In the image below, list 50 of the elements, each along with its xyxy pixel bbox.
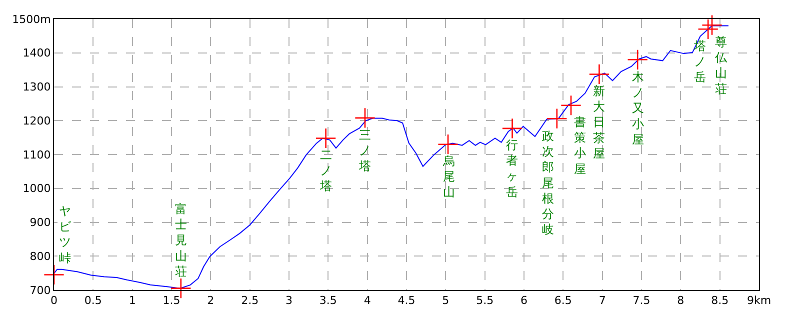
x-tick-label: 8 (677, 294, 684, 308)
point (627, 49, 648, 70)
y-tick-label: 1400 (22, 46, 51, 60)
point (560, 94, 582, 116)
line-series (54, 25, 729, 289)
x-tick-label: 1.5 (162, 294, 180, 308)
x-tick-label: 5 (442, 294, 450, 308)
x-tick-label: 7.5 (632, 294, 650, 308)
y-tick-label: 1300 (22, 80, 51, 94)
annotation: 富士見山荘 (175, 202, 187, 278)
y-tick-label: 1000 (22, 182, 51, 196)
x-tick-label: 3.5 (319, 294, 337, 308)
y-tick-label: 1100 (22, 148, 51, 162)
point (438, 134, 458, 155)
annotation: 新大日茶屋 (593, 84, 605, 160)
annotation: 三ノ塔 (358, 128, 371, 174)
y-tick-label: 700 (30, 284, 51, 297)
x-tick-label: 4.5 (398, 294, 416, 308)
annotation: 木ノ又小屋 (632, 70, 644, 146)
x-tick-label: 6.5 (554, 294, 572, 308)
x-tick-label: 3 (286, 294, 292, 308)
x-tick-label: 9km (746, 294, 772, 308)
x-tick-label: 2.5 (241, 294, 259, 308)
annotation: 烏尾山 (442, 154, 455, 200)
annotation: 書策小屋 (574, 115, 586, 176)
point (315, 128, 336, 149)
y-tick-label: 1500m (12, 12, 51, 26)
point (44, 264, 64, 286)
annotation: 尊仏山荘 (714, 35, 728, 96)
x-tick-label: 0 (50, 294, 58, 308)
x-tick-label: 0.5 (84, 294, 102, 308)
annotation: 政次郎尾根分岐 (542, 129, 554, 237)
annotation: ヤビツ峠 (59, 204, 72, 265)
annotation: 二ノ塔 (319, 148, 332, 194)
x-tick-label: 8.5 (711, 294, 729, 308)
y-tick-label: 800 (30, 250, 51, 263)
point (546, 108, 568, 130)
y-tick-label: 900 (30, 216, 51, 230)
annotation: 行者ヶ岳 (506, 138, 518, 199)
point (588, 64, 610, 85)
point (702, 14, 722, 36)
y-tick-label: 1200 (22, 114, 51, 128)
point (502, 118, 523, 139)
x-tick-label: 2 (207, 294, 214, 308)
x-tick-label: 1 (128, 294, 136, 308)
x-tick-label: 6 (520, 294, 528, 308)
x-tick-label: 7 (598, 294, 606, 308)
x-tick-label: 5.5 (476, 294, 494, 308)
x-tick-label: 4 (364, 294, 371, 308)
point (354, 107, 376, 128)
